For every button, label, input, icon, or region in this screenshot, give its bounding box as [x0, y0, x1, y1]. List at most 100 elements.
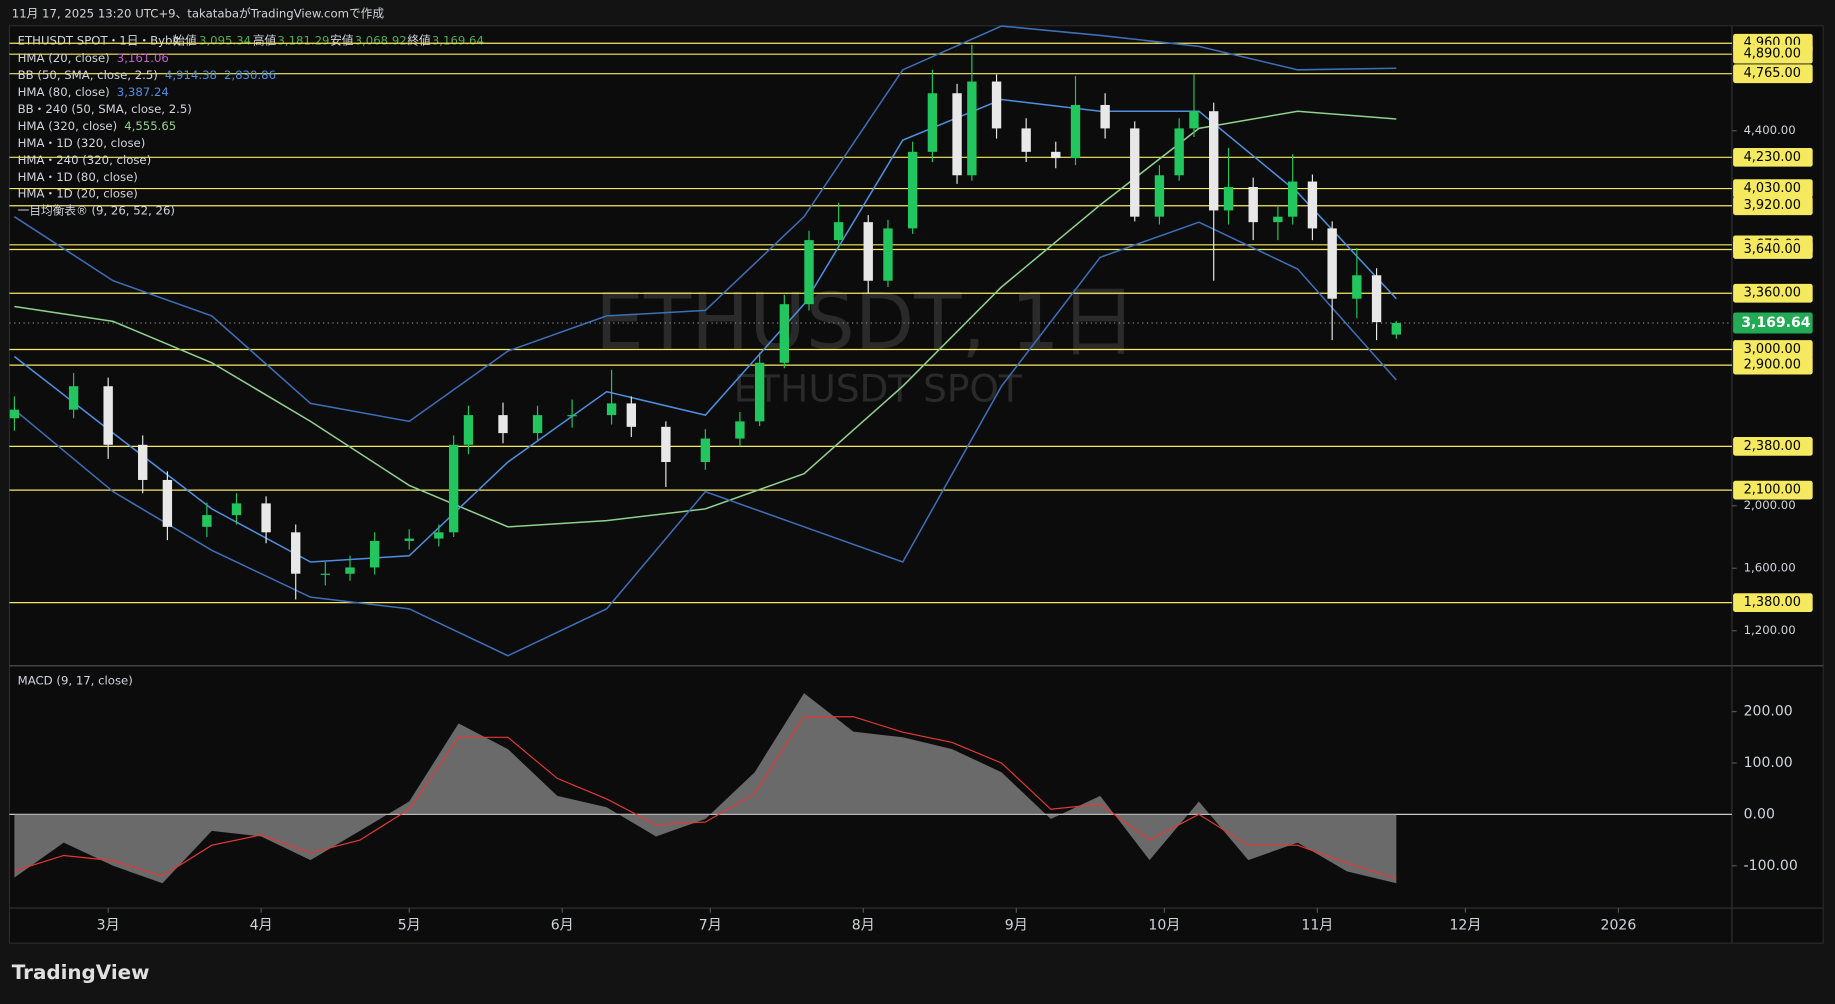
- candle-body: [138, 444, 148, 480]
- label: 終値: [407, 33, 431, 47]
- legend-label: HMA・1D (80, close): [18, 170, 138, 184]
- legend-label: BB (50, SMA, close, 2.5): [18, 68, 158, 82]
- price-label: 4,230.00: [1744, 150, 1801, 165]
- candle-body: [103, 386, 113, 445]
- candle-body: [404, 538, 414, 541]
- candle-body: [532, 415, 543, 434]
- x-tick-label: 11月: [1301, 918, 1333, 934]
- legend-label: HMA・1D (20, close): [18, 187, 138, 201]
- candle-body: [735, 421, 745, 439]
- legend-label: HMA (20, close): [18, 51, 110, 65]
- y-tick-label: 200.00: [1744, 704, 1793, 720]
- candle-body: [320, 573, 331, 575]
- watermark-sub: ETHUSDT SPOT: [734, 366, 1022, 410]
- price-label: 4,765.00: [1744, 66, 1801, 81]
- candle-body: [1352, 275, 1362, 299]
- candle-body: [261, 503, 271, 533]
- y-tick-label: 2,000.00: [1744, 498, 1796, 512]
- legend-value: 4,555.65: [124, 119, 176, 133]
- price-label-box: [1733, 179, 1813, 198]
- candle-body: [1154, 175, 1165, 217]
- x-tick-label: 3月: [97, 918, 120, 934]
- y-tick-label: 1,600.00: [1744, 561, 1796, 575]
- candle-body: [804, 240, 814, 305]
- candle-body: [700, 438, 711, 462]
- candle-body: [162, 479, 173, 527]
- y-tick-label: 0.00: [1744, 806, 1775, 822]
- candle-body: [606, 403, 617, 416]
- candle-body: [463, 415, 474, 445]
- candle-body: [202, 515, 212, 527]
- x-tick-label: 5月: [398, 918, 421, 934]
- bb-lower: [13, 221, 1397, 657]
- ohlc-header: ETHUSDT SPOT・1日・Bybit 始値 3,095.34 高値 3,1…: [18, 33, 484, 47]
- candle-body: [626, 403, 637, 427]
- last-price-label: 3,169.64: [1741, 315, 1810, 331]
- overlay-line: [14, 110, 1397, 528]
- candle-body: [1391, 322, 1402, 335]
- price-label-box: [1733, 340, 1813, 359]
- pane-title: MACD (9, 17, close): [18, 674, 133, 688]
- price-label: 3,000.00: [1744, 342, 1801, 357]
- price-label-box: [1733, 44, 1813, 64]
- x-tick-label: 12月: [1449, 918, 1481, 934]
- x-tick-label: 2026: [1601, 918, 1637, 934]
- y-tick-label: 4,400.00: [1744, 123, 1796, 137]
- price-label: 2,900.00: [1744, 358, 1801, 373]
- legend-label: HMA (80, close): [18, 85, 110, 99]
- price-label-box: [1733, 283, 1813, 303]
- candle-body: [661, 426, 671, 462]
- legend-value: 3,387.24: [117, 85, 169, 99]
- candle-body: [1327, 228, 1337, 299]
- legend-value: 3,161.06: [117, 51, 169, 65]
- x-tick-label: 6月: [551, 918, 574, 934]
- price-label-box: [1733, 355, 1813, 375]
- candle-body: [754, 362, 765, 422]
- price-label: 1,380.00: [1744, 595, 1801, 610]
- candle-body: [927, 93, 938, 152]
- y-tick-label: 100.00: [1744, 755, 1793, 771]
- caption: 11月 17, 2025 13:20 UTC+9、takatabaがTradin…: [12, 7, 385, 21]
- candle-body: [991, 81, 1002, 129]
- candle-body: [434, 532, 444, 539]
- candle-body: [1273, 216, 1283, 223]
- candle-body: [1051, 151, 1061, 159]
- value: 3,095.34: [199, 33, 251, 47]
- candle-body: [1209, 111, 1219, 211]
- candle-body: [952, 93, 962, 176]
- candle-body: [1371, 275, 1382, 323]
- candle-body: [1130, 128, 1140, 217]
- value: 3,068.92: [355, 33, 407, 47]
- price-label-box: [1733, 437, 1813, 456]
- price-label-box: [1733, 147, 1813, 167]
- candle-body: [1223, 186, 1234, 211]
- value: 3,169.64: [432, 33, 484, 47]
- candle-body: [907, 151, 918, 229]
- candle-body: [345, 567, 355, 574]
- signal-line: [14, 716, 1397, 880]
- x-tick-label: 8月: [852, 918, 875, 934]
- price-label: 3,640.00: [1744, 242, 1801, 257]
- price-label-box: [1733, 480, 1813, 500]
- price-label: 3,920.00: [1744, 198, 1801, 213]
- candle-body: [369, 540, 380, 568]
- candle-body: [1189, 111, 1199, 129]
- legend-label: BB・240 (50, SMA, close, 2.5): [18, 102, 192, 116]
- last-price-box: [1733, 312, 1813, 334]
- x-tick-label: 4月: [250, 918, 273, 934]
- candle-body: [567, 415, 577, 417]
- candle-body: [68, 386, 79, 410]
- candle-body: [1021, 128, 1031, 152]
- price-label: 2,100.00: [1744, 483, 1801, 498]
- label: 高値: [253, 33, 277, 47]
- candle-body: [1174, 128, 1184, 176]
- candle-body: [1307, 181, 1318, 229]
- legend-value: 4,914.38: [165, 68, 217, 82]
- y-tick-label: -100.00: [1744, 858, 1798, 874]
- price-label-box: [1733, 240, 1813, 259]
- price-label: 2,380.00: [1744, 439, 1801, 454]
- legend-label: HMA (320, close): [18, 119, 118, 133]
- candle-body: [448, 444, 459, 533]
- bb-upper: [13, 25, 1397, 423]
